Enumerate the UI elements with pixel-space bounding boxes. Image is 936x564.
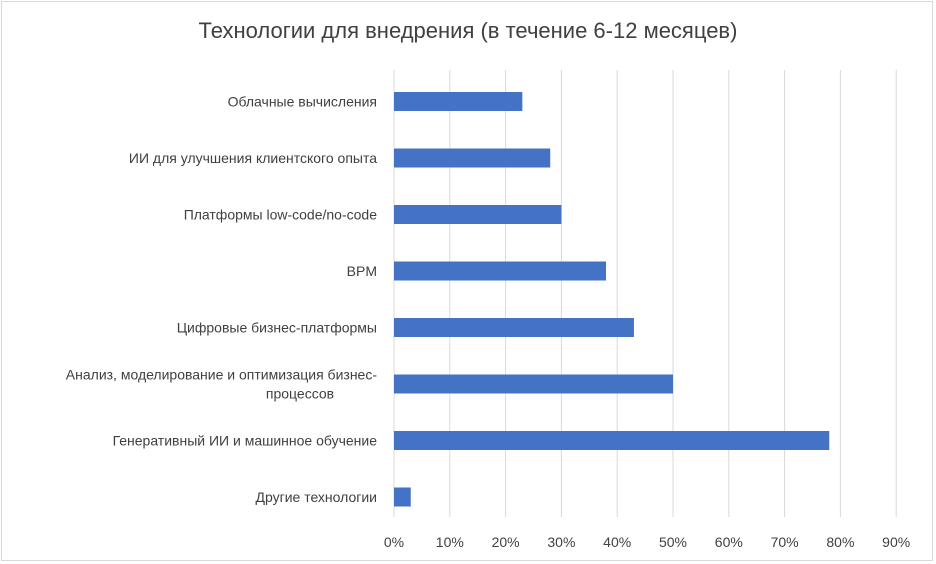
chart-title: Технологии для внедрения (в течение 6-12…: [198, 18, 738, 43]
category-label: BPM: [347, 263, 377, 279]
bar: [394, 374, 673, 394]
x-tick-label: 70%: [771, 534, 799, 550]
bars: [394, 92, 830, 507]
x-tick-label: 50%: [659, 534, 687, 550]
category-label: Анализ, моделирование и оптимизация бизн…: [66, 367, 378, 402]
x-tick-labels: 0% 10% 20% 30% 40% 50% 60% 70% 80% 90%: [384, 534, 910, 550]
x-tick-label: 0%: [384, 534, 404, 550]
bar: [394, 261, 607, 281]
bar: [394, 148, 551, 168]
bar: [394, 487, 411, 507]
category-label: ИИ для улучшения клиентского опыта: [129, 150, 377, 166]
category-label: Генеративный ИИ и машинное обучение: [113, 433, 378, 449]
x-tick-label: 90%: [882, 534, 910, 550]
x-tick-label: 40%: [603, 534, 631, 550]
bar: [394, 431, 830, 450]
x-tick-label: 10%: [436, 534, 464, 550]
category-label: Другие технологии: [255, 489, 377, 505]
bar: [394, 92, 523, 111]
x-tick-label: 30%: [547, 534, 575, 550]
x-tick-label: 80%: [826, 534, 854, 550]
bar: [394, 205, 562, 224]
category-labels: Облачные вычисления ИИ для улучшения клие…: [66, 94, 378, 506]
x-tick-label: 20%: [492, 534, 520, 550]
category-label: Облачные вычисления: [228, 94, 377, 110]
bar: [394, 318, 634, 337]
category-label: Цифровые бизнес-платформы: [177, 320, 377, 336]
category-label: Платформы low-code/no-code: [184, 207, 378, 223]
x-tick-label: 60%: [715, 534, 743, 550]
